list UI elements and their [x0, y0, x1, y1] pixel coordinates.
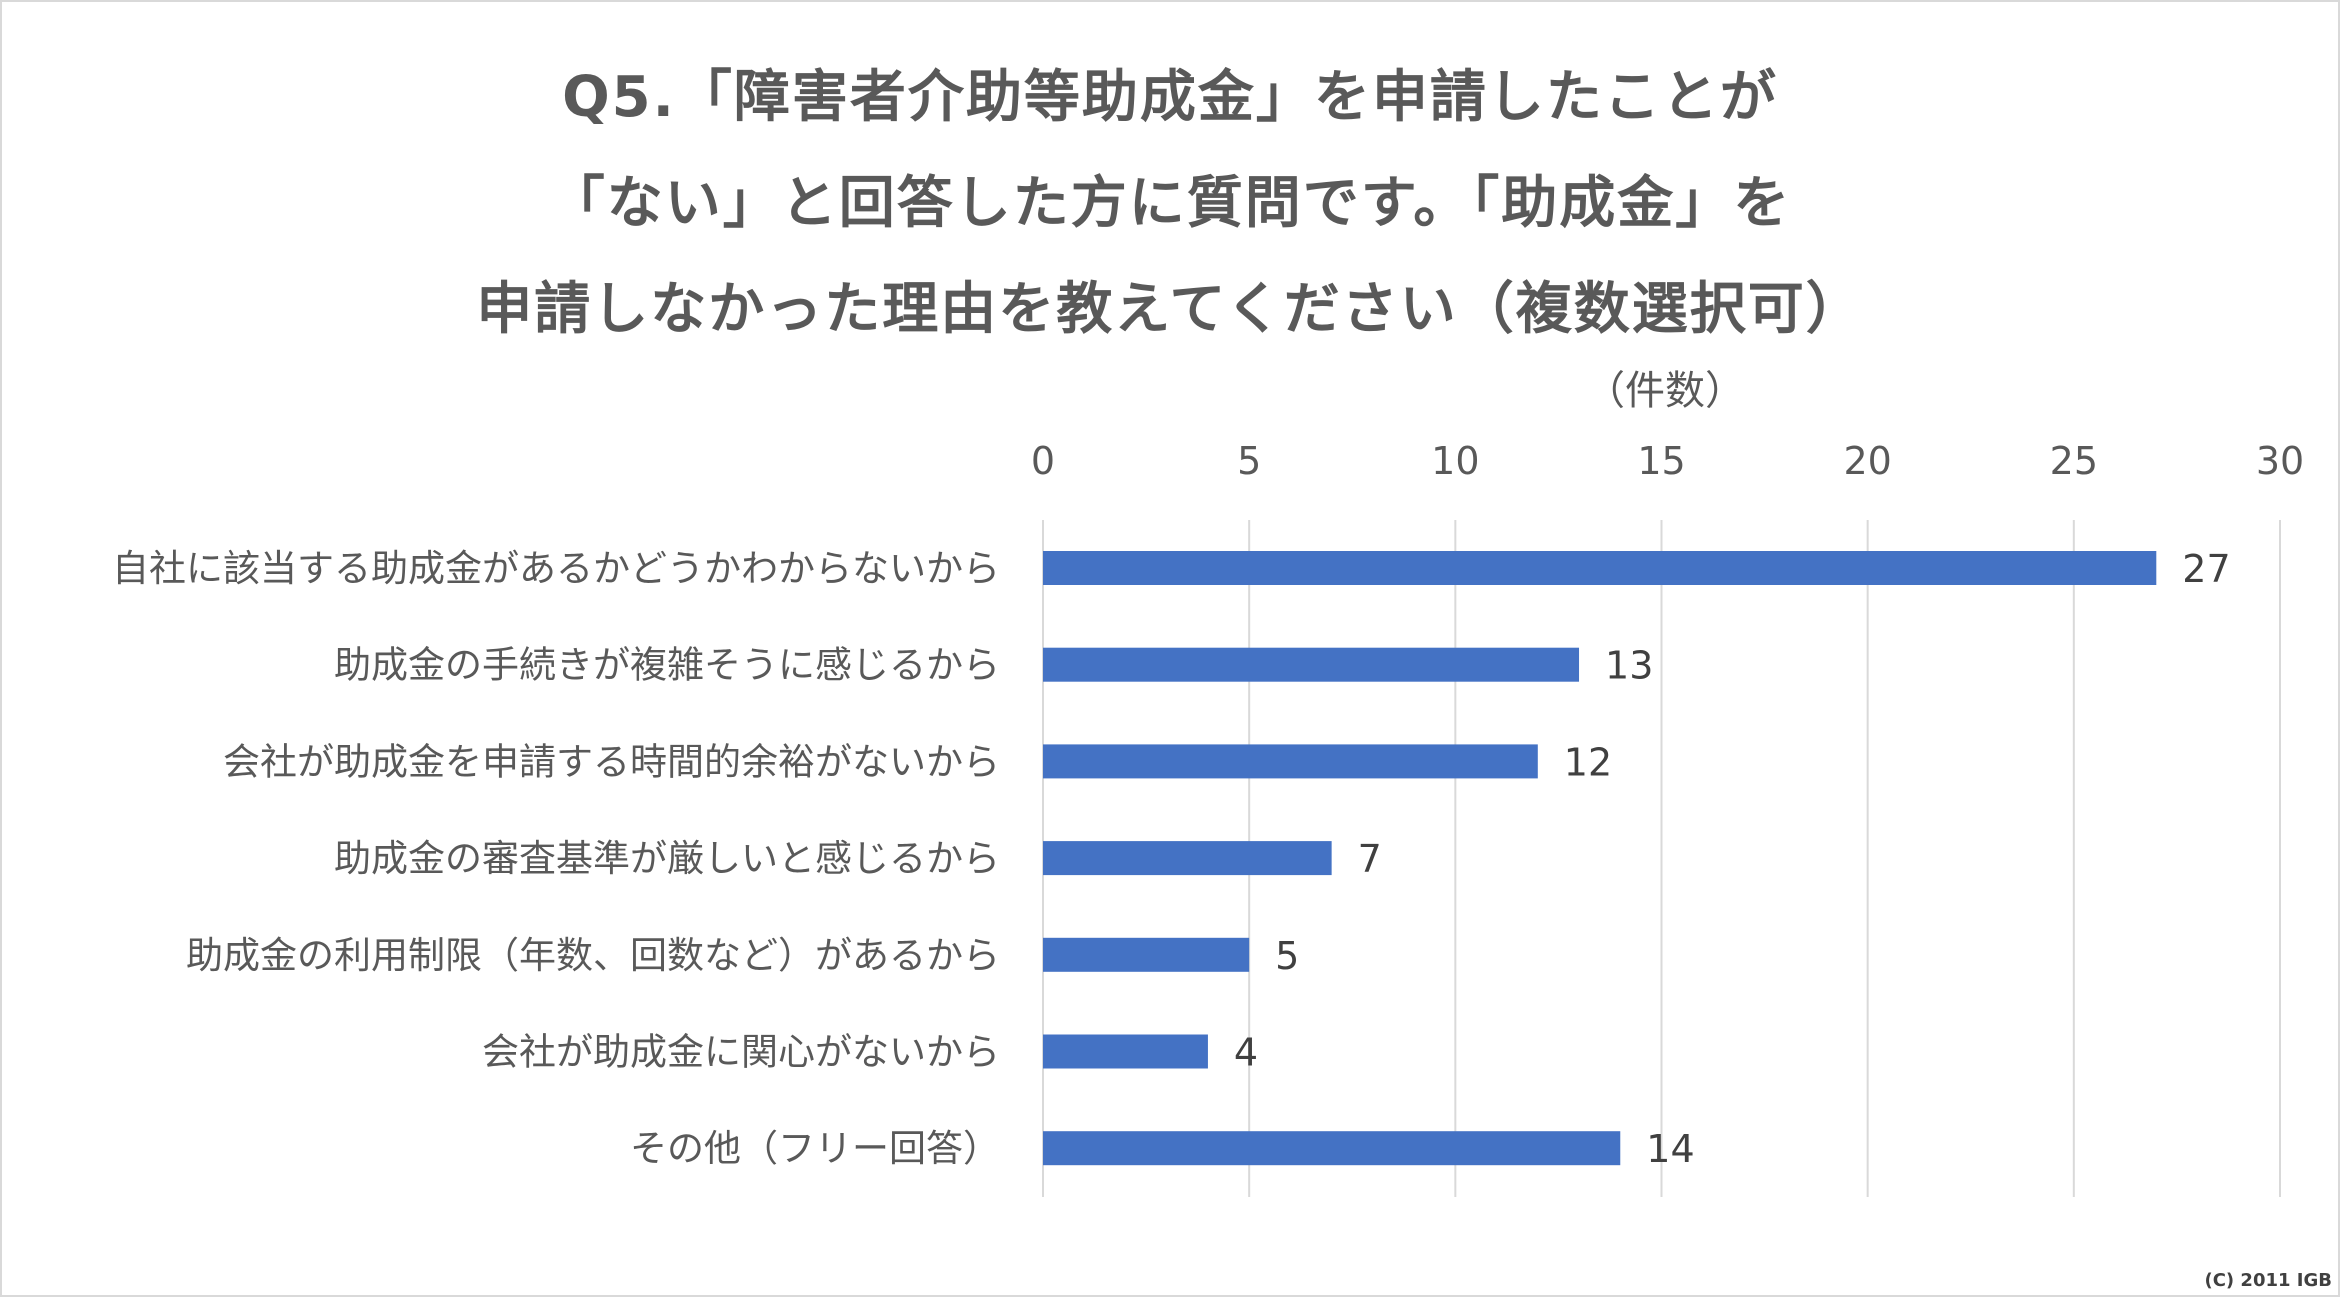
- x-tick-label: 20: [1843, 439, 1891, 483]
- x-tick-label: 5: [1237, 439, 1261, 483]
- data-label: 4: [1234, 1031, 1258, 1075]
- data-label: 14: [1646, 1127, 1694, 1171]
- category-label: 助成金の手続きが複雑そうに感じるから: [334, 644, 1000, 687]
- x-tick-label: 0: [1031, 439, 1055, 483]
- bar: [1043, 744, 1538, 779]
- chart-title-line-2: 「ない」と回答した方に質問です。「助成金」を: [548, 171, 1792, 236]
- data-label: 27: [2182, 547, 2230, 591]
- category-label: 助成金の利用制限（年数、回数など）があるから: [186, 934, 1000, 977]
- x-tick-label: 25: [2050, 439, 2098, 483]
- x-tick-label: 30: [2256, 439, 2304, 483]
- data-label: 13: [1605, 644, 1653, 688]
- category-label: 自社に該当する助成金があるかどうかわからないから: [112, 547, 1000, 590]
- bar: [1043, 937, 1250, 972]
- bar: [1043, 551, 2157, 585]
- data-label: 5: [1275, 934, 1299, 978]
- data-labels: 27 13 12 7 5 4 14: [1234, 547, 2231, 1171]
- category-label: 助成金の審査基準が厳しいと感じるから: [334, 837, 1000, 880]
- bar: [1043, 647, 1580, 682]
- gridlines: [1042, 520, 2281, 1197]
- data-label: 12: [1564, 740, 1612, 784]
- bar: [1043, 1034, 1208, 1069]
- bar: [1043, 841, 1332, 876]
- copyright-credit: (C) 2011 IGB: [2204, 1270, 2333, 1291]
- x-tick-label: 10: [1431, 439, 1479, 483]
- axis-unit-label: （件数）: [1585, 368, 1745, 414]
- bars: [1043, 551, 2157, 1166]
- chart-title-line-3: 申請しなかった理由を教えてください（複数選択可）: [476, 277, 1864, 342]
- category-label: 会社が助成金を申請する時間的余裕がないから: [223, 740, 1000, 783]
- data-label: 7: [1358, 837, 1382, 881]
- bar: [1043, 1131, 1621, 1166]
- x-tick-label: 15: [1637, 439, 1685, 483]
- category-labels: 自社に該当する助成金があるかどうかわからないから助成金の手続きが複雑そうに感じる…: [112, 547, 1000, 1170]
- category-label: その他（フリー回答）: [630, 1127, 1000, 1170]
- category-label: 会社が助成金に関心がないから: [482, 1031, 1000, 1074]
- x-axis-ticks: 0 5 10 15 20 25 30: [1031, 439, 2304, 483]
- chart-title-line-1: Q5.「障害者介助等助成金」を申請したことが: [562, 65, 1778, 130]
